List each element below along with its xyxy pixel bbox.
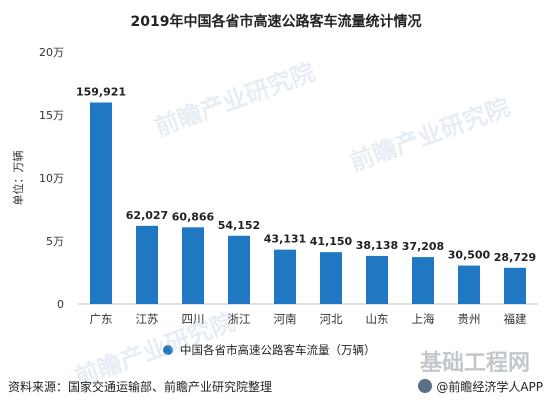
x-tick-label: 福建 [504, 312, 527, 326]
bar [366, 255, 388, 304]
data-label: 41,150 [310, 235, 353, 248]
data-label: 159,921 [76, 85, 126, 98]
bar [412, 257, 434, 304]
data-label: 60,866 [172, 210, 215, 223]
y-tick-label: 20万 [39, 46, 64, 59]
x-tick-label: 广东 [90, 312, 113, 326]
y-tick-label: 10万 [39, 172, 64, 185]
brand-credit: @前瞻经济学人APP [418, 378, 543, 395]
y-tick-label: 0 [57, 298, 64, 311]
y-tick-label: 15万 [39, 109, 64, 122]
x-tick-label: 上海 [412, 312, 435, 326]
data-label: 38,138 [356, 239, 398, 252]
data-label: 30,500 [448, 249, 491, 262]
y-axis-label: 单位：万辆 [11, 151, 25, 206]
data-label: 54,152 [218, 219, 260, 232]
bar [136, 225, 158, 304]
bar [182, 227, 204, 304]
bar [228, 235, 250, 304]
bar [90, 102, 112, 304]
brand-logo-icon [418, 379, 433, 393]
brand-credit-text: @前瞻经济学人APP [436, 380, 543, 394]
bar [458, 265, 480, 304]
legend-marker [163, 345, 173, 355]
bar [320, 252, 342, 304]
data-label: 62,027 [126, 209, 168, 222]
x-tick-label: 河南 [274, 312, 297, 326]
bar [274, 249, 296, 304]
x-tick-label: 浙江 [228, 312, 251, 326]
legend-entry: 中国各省市高速公路客车流量（万辆） [180, 343, 376, 357]
x-tick-label: 四川 [182, 312, 205, 326]
source-note: 资料来源：国家交通运输部、前瞻产业研究院整理 [8, 380, 273, 394]
data-label: 43,131 [264, 233, 306, 246]
chart-title: 2019年中国各省市高速公路客车流量统计情况 [131, 13, 422, 30]
x-tick-label: 河北 [320, 312, 343, 326]
y-tick-label: 5万 [46, 235, 64, 248]
data-label: 37,208 [402, 240, 444, 253]
x-tick-label: 贵州 [458, 312, 481, 326]
x-tick-label: 山东 [366, 312, 389, 326]
data-label: 28,729 [494, 251, 536, 264]
bar [504, 267, 526, 304]
x-tick-label: 江苏 [136, 312, 159, 326]
